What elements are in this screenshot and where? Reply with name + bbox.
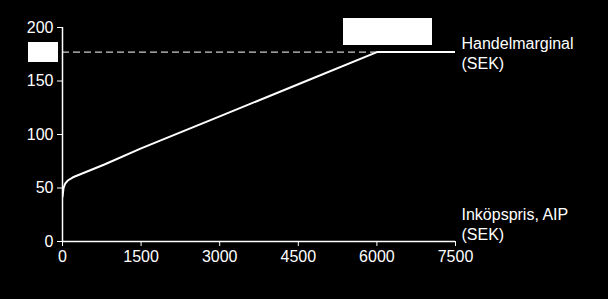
svg-text:1500: 1500	[123, 248, 159, 265]
svg-text:0: 0	[45, 233, 54, 250]
svg-text:100: 100	[27, 126, 54, 143]
svg-text:200: 200	[27, 19, 54, 36]
svg-text:Handelmarginal(SEK): Handelmarginal(SEK)	[462, 35, 574, 72]
svg-text:4500: 4500	[281, 248, 317, 265]
svg-text:3000: 3000	[202, 248, 238, 265]
svg-text:0: 0	[58, 248, 67, 265]
svg-text:Inköpspris, AIP(SEK): Inköpspris, AIP(SEK)	[462, 206, 569, 243]
svg-text:50: 50	[36, 179, 54, 196]
svg-text:7500: 7500	[438, 248, 474, 265]
svg-text:150: 150	[27, 72, 54, 89]
svg-text:6000: 6000	[359, 248, 395, 265]
